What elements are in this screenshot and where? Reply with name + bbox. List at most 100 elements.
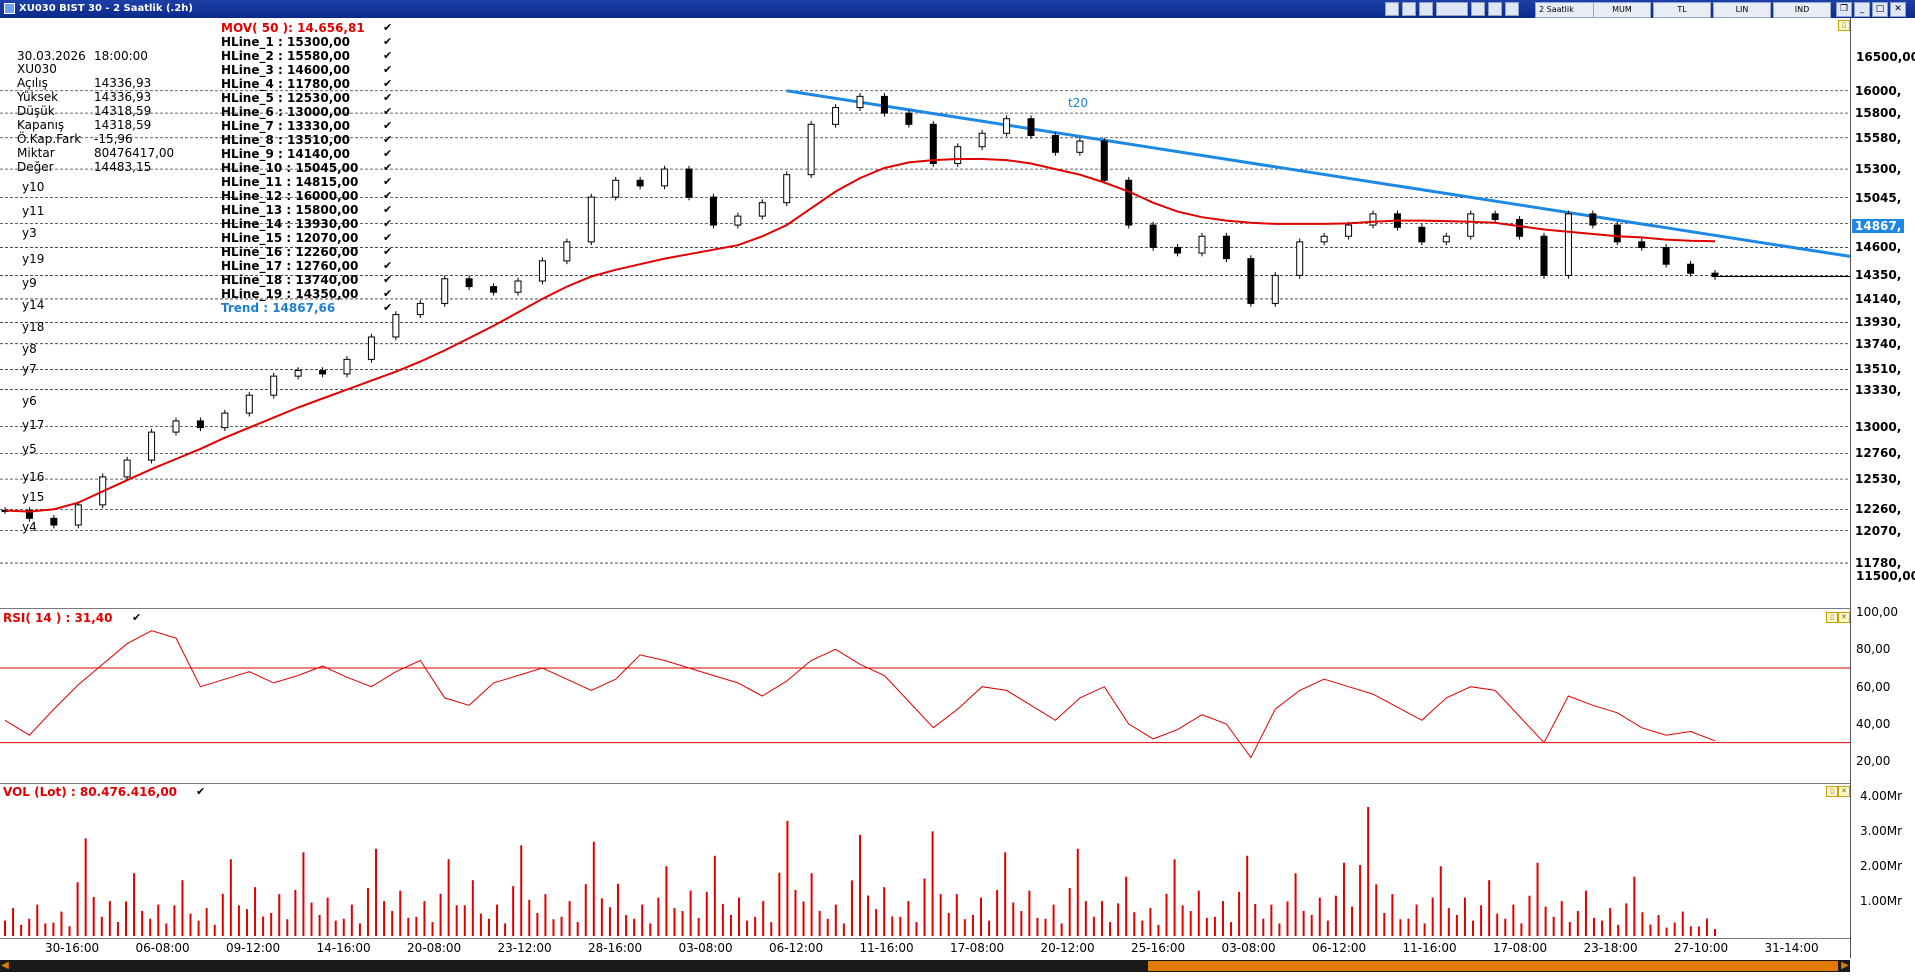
hline-check-icon[interactable]: ✔	[383, 63, 393, 76]
rsi-pane-toggle-icon[interactable]: ▯	[1826, 612, 1838, 623]
scroll-right-icon[interactable]: ▶	[1841, 960, 1849, 971]
mov-legend[interactable]: MOV( 50 ): 14.656,81	[221, 21, 365, 35]
price-level-label: 16000,	[1852, 83, 1905, 98]
vol-pane-close-icon[interactable]: ✕	[1838, 786, 1850, 797]
hline-legend-7[interactable]: HLine_7 : 13330,00	[221, 119, 350, 133]
link-icon[interactable]	[1471, 2, 1485, 16]
hline-legend-18[interactable]: HLine_18 : 13740,00	[221, 273, 359, 287]
hline-check-icon[interactable]: ✔	[383, 91, 393, 104]
volume-bar	[762, 901, 765, 936]
hline-legend-10[interactable]: HLine_10 : 15045,00	[221, 161, 359, 175]
hline-legend-6[interactable]: HLine_6 : 13000,00	[221, 105, 350, 119]
rsi-check-icon[interactable]: ✔	[132, 611, 142, 624]
close-icon[interactable]: ✕	[1890, 2, 1906, 17]
zoom-icon[interactable]	[1488, 2, 1502, 16]
volume-bar	[479, 913, 482, 936]
currency-dropdown[interactable]: TL	[1653, 2, 1711, 18]
volume-bar	[576, 922, 579, 936]
volume-bar	[592, 841, 595, 936]
hline-legend-11[interactable]: HLine_11 : 14815,00	[221, 175, 359, 189]
volume-bar	[1633, 876, 1636, 936]
draw-tool-icon[interactable]	[1385, 2, 1399, 16]
volume-bar	[955, 894, 958, 936]
indicator-dropdown[interactable]: IND	[1773, 2, 1831, 18]
ylabel-y6: y6	[22, 394, 37, 408]
hline-check-icon[interactable]: ✔	[383, 203, 393, 216]
hline-legend-15[interactable]: HLine_15 : 12070,00	[221, 231, 359, 245]
save-icon[interactable]	[1419, 2, 1433, 16]
volume-bar	[44, 923, 47, 936]
hline-legend-13[interactable]: HLine_13 : 15800,00	[221, 203, 359, 217]
info-label-value: Değer	[17, 160, 54, 174]
hline-check-icon[interactable]: ✔	[383, 147, 393, 160]
scale-dropdown[interactable]: LIN	[1713, 2, 1771, 18]
hline-check-icon[interactable]: ✔	[383, 217, 393, 230]
rsi-pane-close-icon[interactable]: ✕	[1838, 612, 1850, 623]
volume-bar	[1705, 918, 1708, 936]
volume-bar	[157, 904, 160, 936]
hline-check-icon[interactable]: ✔	[383, 105, 393, 118]
hline-check-icon[interactable]: ✔	[383, 35, 393, 48]
volume-bar	[1060, 923, 1063, 936]
rsi-label[interactable]: RSI( 14 ) : 31,40	[3, 611, 113, 625]
time-tick-label: 31-14:00	[1764, 941, 1819, 955]
minimize-icon[interactable]: _	[1854, 2, 1870, 17]
hline-legend-12[interactable]: HLine_12 : 16000,00	[221, 189, 359, 203]
price-level-label: 14140,	[1852, 291, 1905, 306]
volume-bar	[746, 920, 749, 936]
hline-legend-14[interactable]: HLine_14 : 13930,00	[221, 217, 359, 231]
volume-bar	[883, 887, 886, 936]
refresh-button[interactable]	[1436, 2, 1468, 16]
hline-legend-3[interactable]: HLine_3 : 14600,00	[221, 63, 350, 77]
hline-legend-2[interactable]: HLine_2 : 15580,00	[221, 49, 350, 63]
trend-check-icon[interactable]: ✔	[383, 301, 393, 314]
volume-label[interactable]: VOL (Lot) : 80.476.416,00	[3, 785, 178, 799]
hline-check-icon[interactable]: ✔	[383, 287, 393, 300]
volume-bar	[1100, 901, 1103, 936]
hline-check-icon[interactable]: ✔	[383, 119, 393, 132]
volume-bar	[415, 916, 418, 936]
hline-check-icon[interactable]: ✔	[383, 77, 393, 90]
hline-legend-1[interactable]: HLine_1 : 15300,00	[221, 35, 350, 49]
scroll-thumb[interactable]	[1148, 961, 1838, 971]
volume-bar	[504, 923, 507, 936]
volume-group	[4, 806, 1716, 936]
volume-bar	[1480, 905, 1483, 936]
mov-check-icon[interactable]: ✔	[383, 21, 393, 34]
restore-window-icon[interactable]: ❐	[1836, 2, 1852, 17]
hline-check-icon[interactable]: ✔	[383, 189, 393, 202]
hline-check-icon[interactable]: ✔	[383, 175, 393, 188]
hline-legend-16[interactable]: HLine_16 : 12260,00	[221, 245, 359, 259]
vol-pane-toggle-icon[interactable]: ▯	[1826, 786, 1838, 797]
price-pane-toggle-icon[interactable]: ▯	[1838, 20, 1850, 31]
hline-check-icon[interactable]: ✔	[383, 259, 393, 272]
info-value-high: 14336,93	[94, 90, 152, 104]
volume-bar	[996, 889, 999, 936]
horizontal-scrollbar[interactable]: ◀ ▶	[0, 960, 1850, 972]
hline-legend-19[interactable]: HLine_19 : 14350,00	[221, 287, 359, 301]
hline-check-icon[interactable]: ✔	[383, 161, 393, 174]
maximize-icon[interactable]: □	[1872, 2, 1888, 17]
scroll-left-icon[interactable]: ◀	[1, 960, 9, 971]
hline-check-icon[interactable]: ✔	[383, 245, 393, 258]
volume-bar	[1601, 920, 1604, 936]
chart-type-dropdown[interactable]: MUM	[1593, 2, 1651, 18]
price-axis-top: 16500,00	[1856, 50, 1915, 64]
hline-legend-4[interactable]: HLine_4 : 11780,00	[221, 77, 350, 91]
volume-check-icon[interactable]: ✔	[196, 785, 206, 798]
print-icon[interactable]	[1402, 2, 1416, 16]
hline-check-icon[interactable]: ✔	[383, 49, 393, 62]
hline-legend-17[interactable]: HLine_17 : 12760,00	[221, 259, 359, 273]
candle-body	[783, 174, 791, 204]
settings-icon[interactable]	[1505, 2, 1519, 16]
hline-legend-9[interactable]: HLine_9 : 14140,00	[221, 147, 350, 161]
hline-legend-5[interactable]: HLine_5 : 12530,00	[221, 91, 350, 105]
hline-check-icon[interactable]: ✔	[383, 273, 393, 286]
hline-legend-8[interactable]: HLine_8 : 13510,00	[221, 133, 350, 147]
hline-check-icon[interactable]: ✔	[383, 133, 393, 146]
hline-check-icon[interactable]: ✔	[383, 231, 393, 244]
candle-body	[978, 132, 986, 148]
trend-legend[interactable]: Trend : 14867,66	[221, 301, 336, 315]
price-level-label: 15045,	[1852, 190, 1905, 205]
